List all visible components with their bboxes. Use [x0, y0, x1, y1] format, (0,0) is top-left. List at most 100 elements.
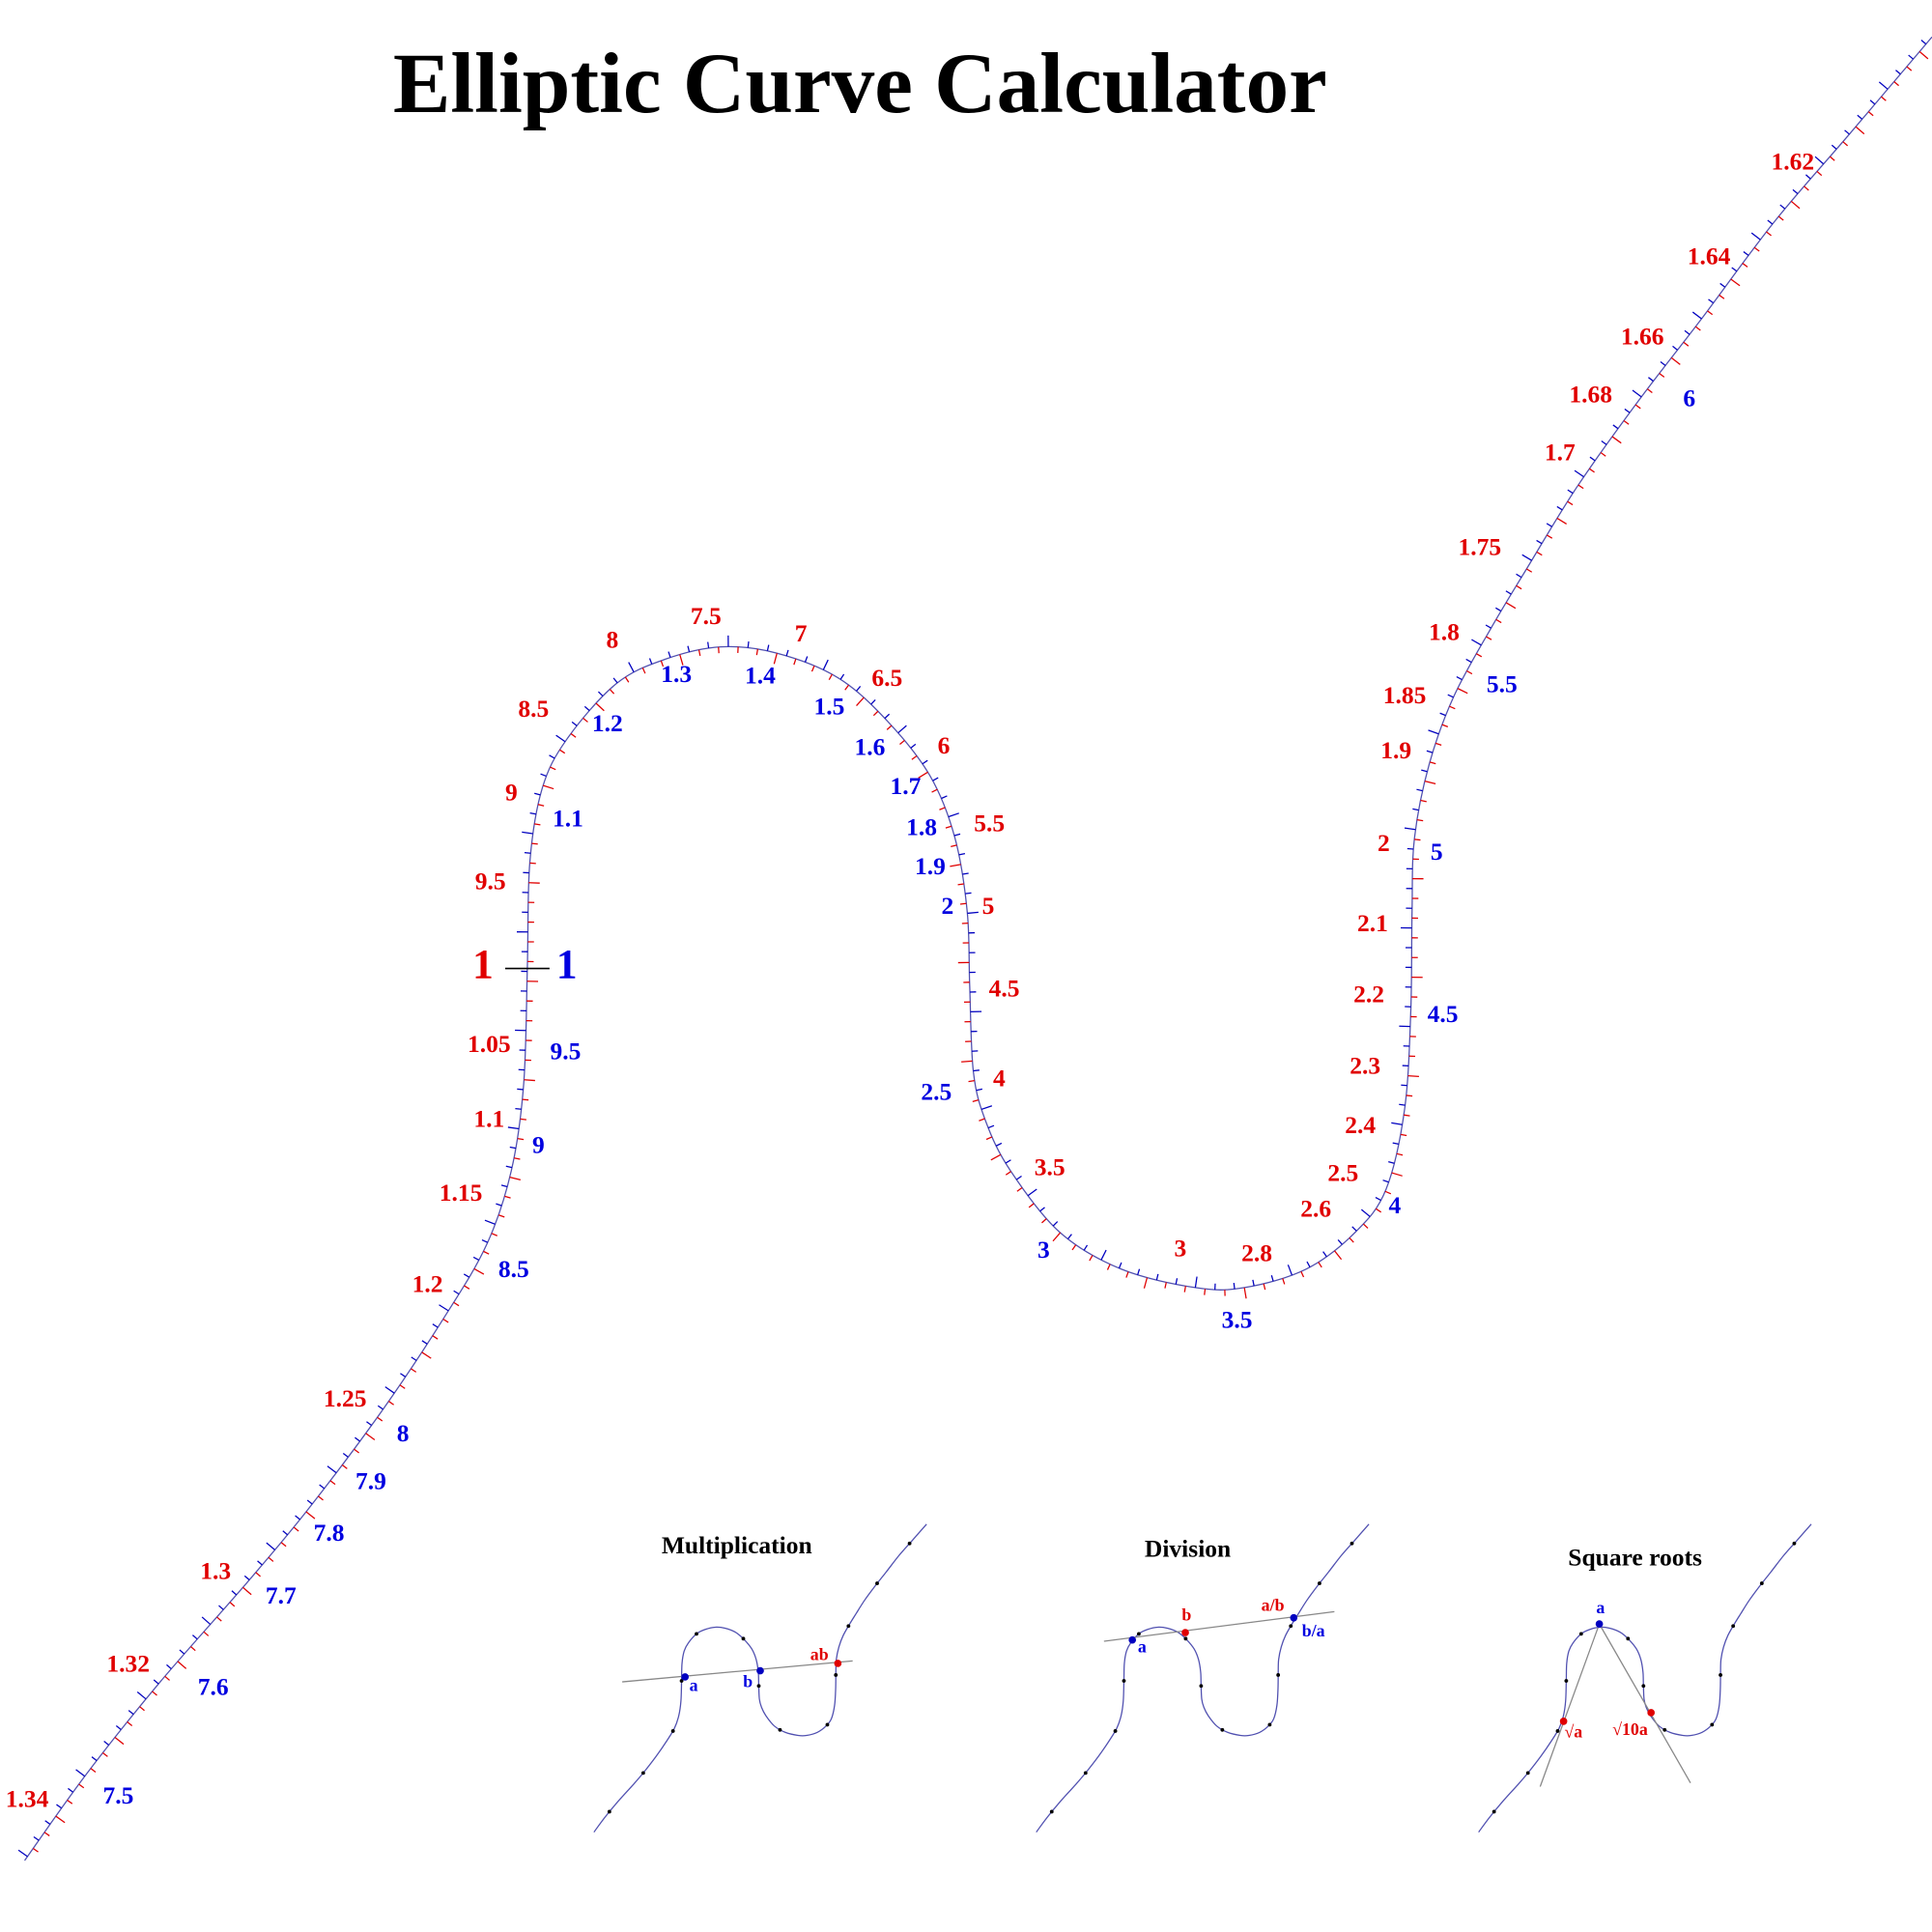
tick [953, 833, 961, 837]
tick [1392, 1142, 1400, 1145]
inset-dot [1626, 1636, 1631, 1641]
tick [341, 1463, 348, 1469]
tick [1516, 573, 1522, 579]
tick [910, 743, 917, 749]
red-label: 8.5 [518, 695, 549, 723]
inset-dot [1555, 1729, 1560, 1733]
tick [1881, 96, 1887, 101]
tick [524, 1079, 535, 1082]
tick [922, 759, 928, 765]
inset-dot [695, 1632, 698, 1636]
tick [400, 1373, 407, 1378]
inset-dot [1719, 1673, 1722, 1677]
inset-dot [640, 1771, 645, 1776]
tick [1486, 636, 1492, 640]
tick [514, 1157, 521, 1160]
tick [1362, 1223, 1369, 1229]
inset-point [834, 1660, 842, 1667]
tick [524, 851, 531, 854]
tick [282, 1530, 289, 1536]
tick [496, 1203, 502, 1207]
tick [884, 713, 891, 720]
tick [856, 696, 865, 706]
tick [421, 1340, 428, 1345]
title: Elliptic Curve Calculator [393, 36, 1327, 131]
tick [1300, 1270, 1305, 1278]
red-label: 1.62 [1772, 148, 1815, 176]
blue-label: 7.8 [314, 1519, 345, 1547]
tick [1175, 1278, 1179, 1285]
tick [1829, 156, 1835, 161]
tick [203, 1631, 210, 1636]
tick [1485, 624, 1492, 629]
tick [229, 1602, 236, 1607]
tick [531, 842, 538, 845]
red-label: 7 [795, 619, 808, 647]
tick [1505, 602, 1517, 610]
red-label: 1.1 [473, 1105, 504, 1133]
inset-dot [1578, 1632, 1583, 1636]
tick [707, 641, 710, 648]
inset-dot [834, 1673, 838, 1677]
tick [582, 717, 588, 723]
tick [1441, 724, 1449, 727]
tick [1041, 1218, 1047, 1224]
tick [1306, 1261, 1311, 1267]
tick [872, 710, 879, 717]
inset-dot [1267, 1722, 1272, 1727]
tick [1670, 356, 1681, 365]
tick [1471, 639, 1482, 646]
red-label: 2.5 [1327, 1159, 1358, 1187]
tick [1611, 436, 1622, 444]
inset-dot [670, 1729, 675, 1733]
tick [377, 1405, 384, 1410]
tick [101, 1752, 108, 1757]
tick [1066, 1234, 1072, 1240]
tick [56, 1804, 63, 1809]
tick [939, 807, 946, 810]
tick [1767, 219, 1774, 225]
tick [534, 823, 541, 826]
tick [32, 1847, 39, 1853]
tick [177, 1661, 187, 1669]
tick [329, 1480, 336, 1486]
tick [1556, 517, 1567, 526]
red-label: 3 [1175, 1235, 1187, 1263]
tick [1814, 156, 1825, 165]
tick [127, 1721, 133, 1727]
tick [354, 1448, 359, 1454]
blue-label: 8 [397, 1419, 410, 1447]
tick [1505, 590, 1512, 595]
tick [491, 1233, 497, 1236]
red-label: 1.3 [200, 1557, 231, 1585]
inset-point [681, 1673, 690, 1681]
inset-title: Square roots [1568, 1544, 1702, 1572]
blue-label: 1.8 [906, 812, 937, 840]
tick [1391, 1122, 1403, 1125]
construction-line [1539, 1623, 1601, 1787]
tick [941, 795, 948, 800]
tick [957, 883, 964, 886]
tick [319, 1484, 326, 1490]
inset-title: Division [1145, 1535, 1231, 1563]
tick [1495, 607, 1502, 612]
tick [1406, 1094, 1413, 1097]
tick [534, 792, 541, 796]
inset-point [1290, 1613, 1298, 1622]
tick [377, 1416, 384, 1422]
tick [1779, 204, 1786, 210]
tick [1399, 1103, 1406, 1106]
tick [483, 1250, 490, 1255]
tick [114, 1736, 125, 1746]
tick [856, 686, 862, 692]
tick [697, 649, 701, 657]
tick [537, 804, 545, 807]
inset-point [1647, 1709, 1656, 1717]
tick [366, 1421, 372, 1427]
tick [1777, 215, 1784, 221]
tick [1349, 1236, 1354, 1243]
blue-label: 1.5 [813, 692, 844, 720]
tick [472, 1256, 480, 1262]
tick [624, 676, 630, 683]
